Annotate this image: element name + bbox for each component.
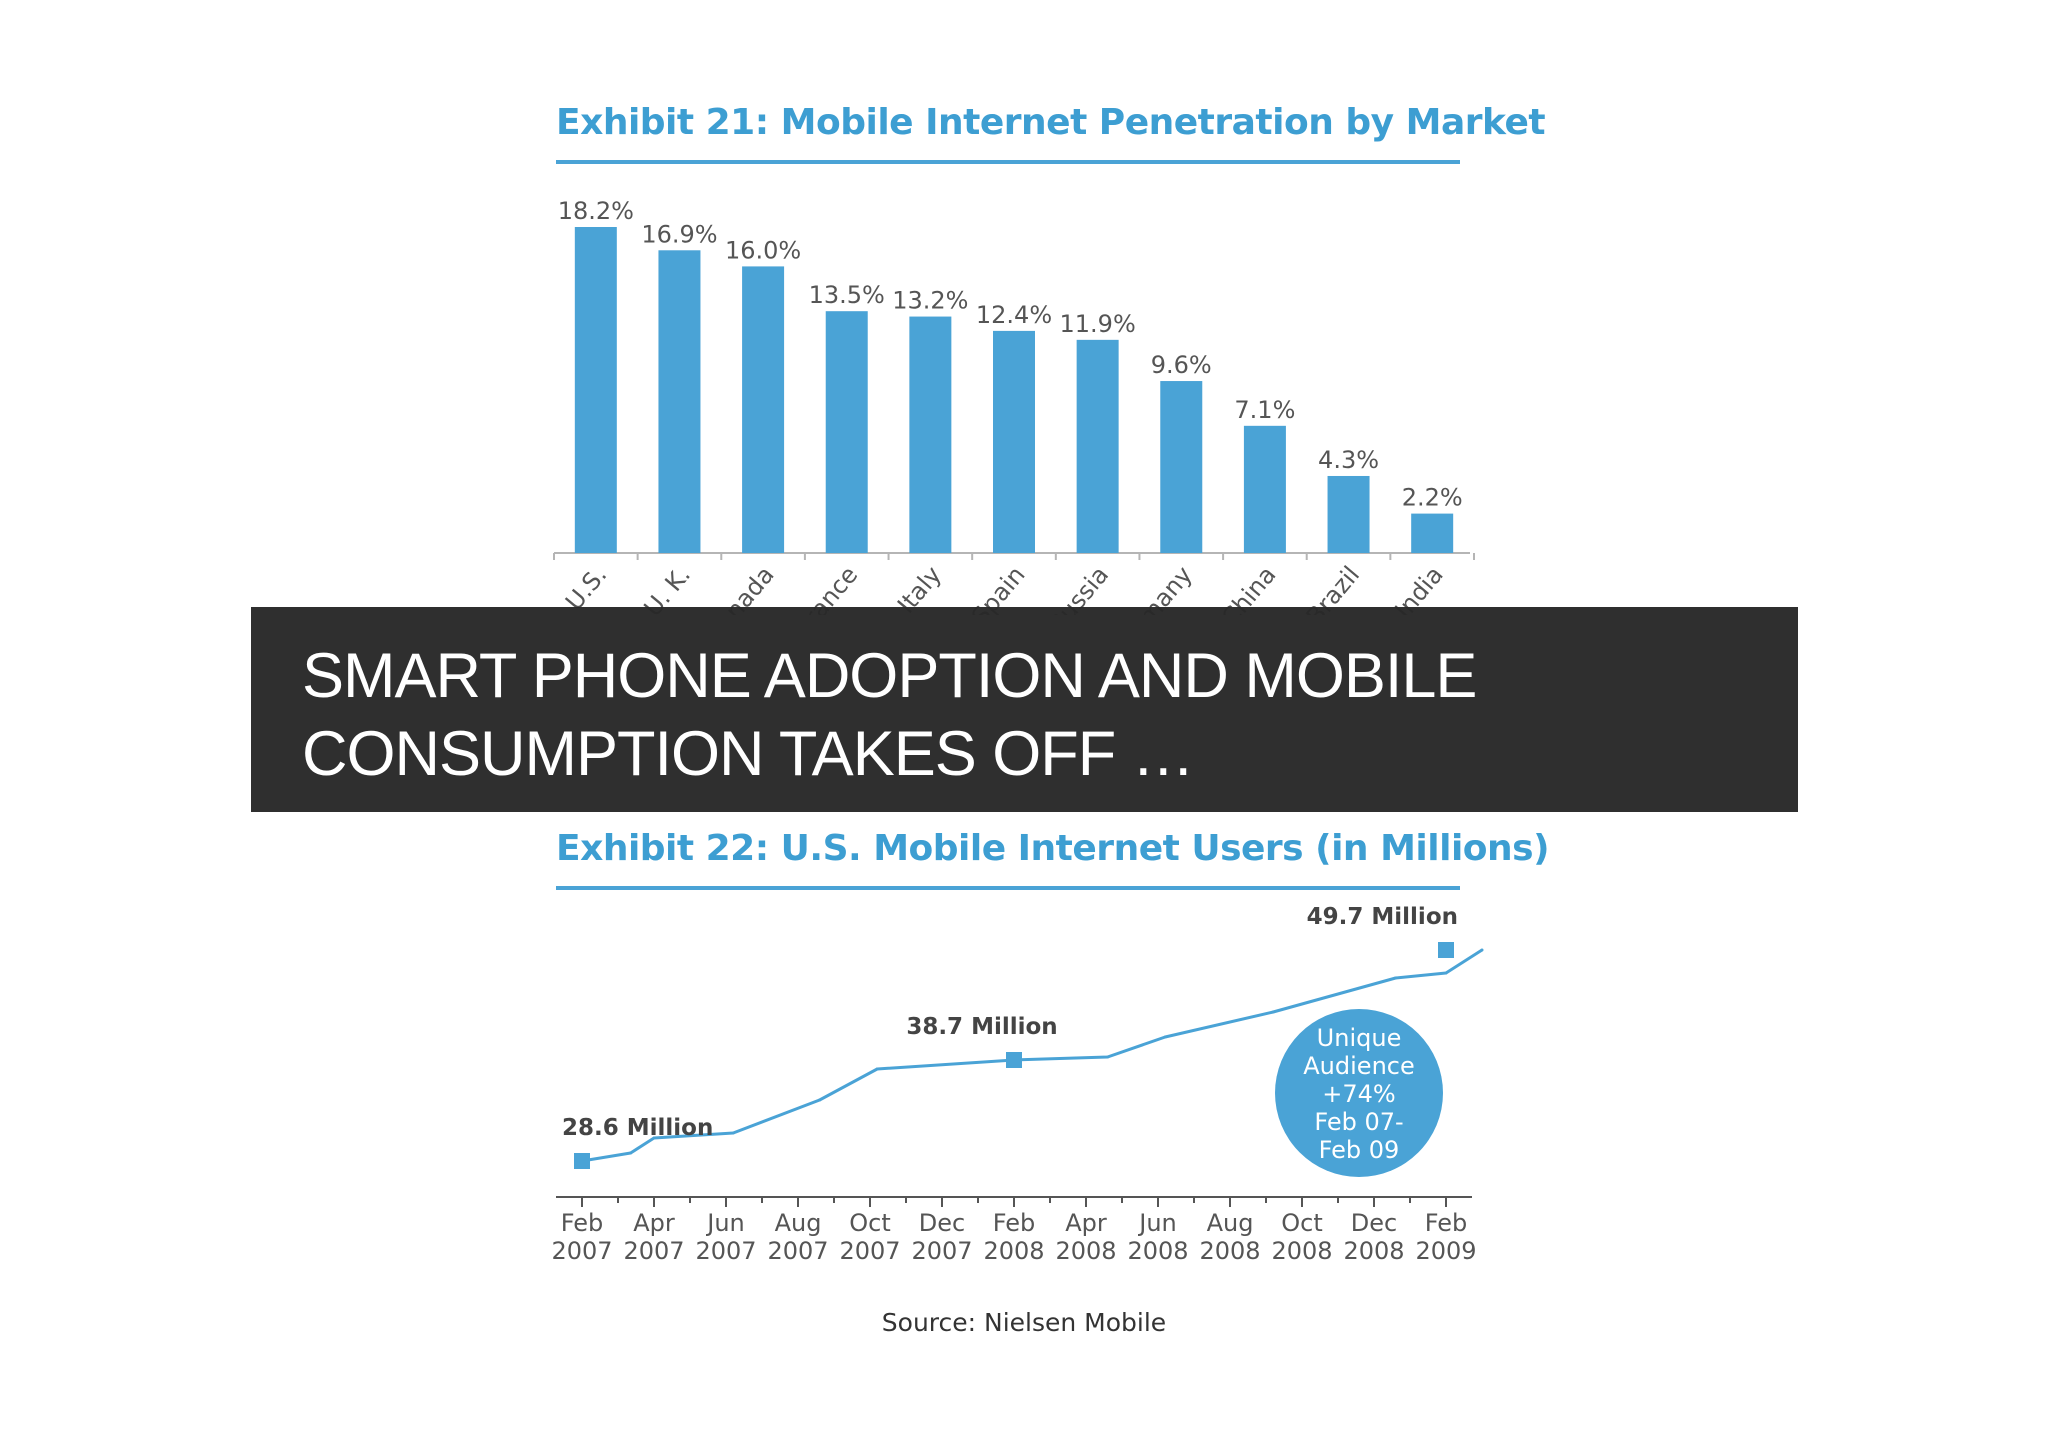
callout-text: Feb 07- [1314, 1108, 1403, 1136]
data-point [629, 1151, 633, 1155]
bar-value-label: 4.3% [1318, 446, 1379, 474]
x-tick-label-year: 2007 [767, 1237, 828, 1265]
marker-square [1006, 1052, 1022, 1068]
bar [1327, 475, 1370, 553]
bar-value-label: 9.6% [1151, 351, 1212, 379]
callout-text: Unique [1317, 1024, 1402, 1052]
x-tick-label-year: 2008 [1055, 1237, 1116, 1265]
x-tick-label-year: 2008 [1199, 1237, 1260, 1265]
data-point [875, 1067, 879, 1071]
exhibit-21-title: Exhibit 21: Mobile Internet Penetration … [556, 102, 1546, 143]
bar-chart: 18.2%U.S.16.9%U. K.16.0%Canada13.5%Franc… [553, 197, 1475, 615]
x-tick-label-month: Aug [1207, 1209, 1254, 1237]
bar [658, 250, 701, 553]
x-tick-label-year: 2007 [551, 1237, 612, 1265]
x-tick-label-year: 2007 [911, 1237, 972, 1265]
data-point [652, 1136, 656, 1140]
data-point [1444, 971, 1448, 975]
x-tick-label-year: 2007 [623, 1237, 684, 1265]
x-tick-label-month: Aug [775, 1209, 822, 1237]
x-tick-label-month: Feb [993, 1209, 1036, 1237]
exhibit-22-source: Source: Nielsen Mobile [881, 1308, 1167, 1337]
bar [742, 266, 785, 553]
bar [909, 316, 952, 553]
x-tick-label-year: 2007 [839, 1237, 900, 1265]
x-tick-label-year: 2008 [1127, 1237, 1188, 1265]
data-point [1163, 1035, 1167, 1039]
x-tick-label-month: Feb [1425, 1209, 1468, 1237]
bar-value-label: 16.0% [725, 236, 801, 264]
bar [993, 330, 1035, 553]
callout-text: Audience [1303, 1052, 1414, 1080]
annotation-label: 28.6 Million [562, 1115, 713, 1141]
marker-square [1438, 942, 1454, 958]
data-point [1480, 948, 1484, 952]
x-tick-label-year: 2008 [983, 1237, 1044, 1265]
bar [825, 311, 868, 553]
caption-text: SMART PHONE ADOPTION AND MOBILE CONSUMPT… [302, 641, 1477, 789]
exhibit-22-rule [556, 886, 1460, 890]
x-tick-label-month: Feb [561, 1209, 604, 1237]
caption-overlay: SMART PHONE ADOPTION AND MOBILE CONSUMPT… [251, 607, 1798, 812]
bar-value-label: 13.2% [892, 287, 968, 315]
x-tick-label-year: 2009 [1415, 1237, 1476, 1265]
data-point [818, 1098, 822, 1102]
callout-text: +74% [1322, 1080, 1395, 1108]
bar-value-label: 16.9% [641, 220, 717, 248]
data-point [1394, 976, 1398, 980]
exhibit-22-title: Exhibit 22: U.S. Mobile Internet Users (… [556, 828, 1550, 869]
x-tick-label-year: 2008 [1343, 1237, 1404, 1265]
bar-value-label: 12.4% [976, 301, 1052, 329]
x-tick-label-month: Dec [919, 1209, 965, 1237]
annotation-label: 38.7 Million [906, 1014, 1057, 1040]
data-point [731, 1131, 735, 1135]
bar [1411, 513, 1454, 553]
x-tick-label-month: Jun [1137, 1209, 1177, 1237]
x-tick-label-year: 2007 [695, 1237, 756, 1265]
line-chart: Feb2007Apr2007Jun2007Aug2007Oct2007Dec20… [551, 905, 1484, 1265]
bar-value-label: 11.9% [1060, 310, 1136, 338]
bar-value-label: 2.2% [1402, 484, 1463, 512]
x-tick-label-month: Oct [1281, 1209, 1323, 1237]
annotation-label: 49.7 Million [1307, 905, 1458, 930]
bar-value-label: 13.5% [809, 281, 885, 309]
marker-square [574, 1153, 590, 1169]
callout-text: Feb 09 [1319, 1136, 1400, 1164]
data-point [1106, 1055, 1110, 1059]
x-tick-label-month: Dec [1351, 1209, 1397, 1237]
data-point [1271, 1010, 1275, 1014]
bar-value-label: 18.2% [558, 197, 634, 225]
bar [574, 227, 617, 553]
exhibit-21-rule [556, 160, 1460, 164]
bar [1243, 425, 1286, 553]
x-tick-label-month: Apr [1065, 1209, 1107, 1237]
x-tick-label-year: 2008 [1271, 1237, 1332, 1265]
x-tick-label-month: Oct [849, 1209, 891, 1237]
callout-circle [1275, 1009, 1443, 1177]
bar-value-label: 7.1% [1234, 396, 1295, 424]
x-tick-label-month: Jun [705, 1209, 745, 1237]
bar [1076, 339, 1119, 553]
bar [1160, 381, 1203, 553]
x-tick-label-month: Apr [633, 1209, 675, 1237]
